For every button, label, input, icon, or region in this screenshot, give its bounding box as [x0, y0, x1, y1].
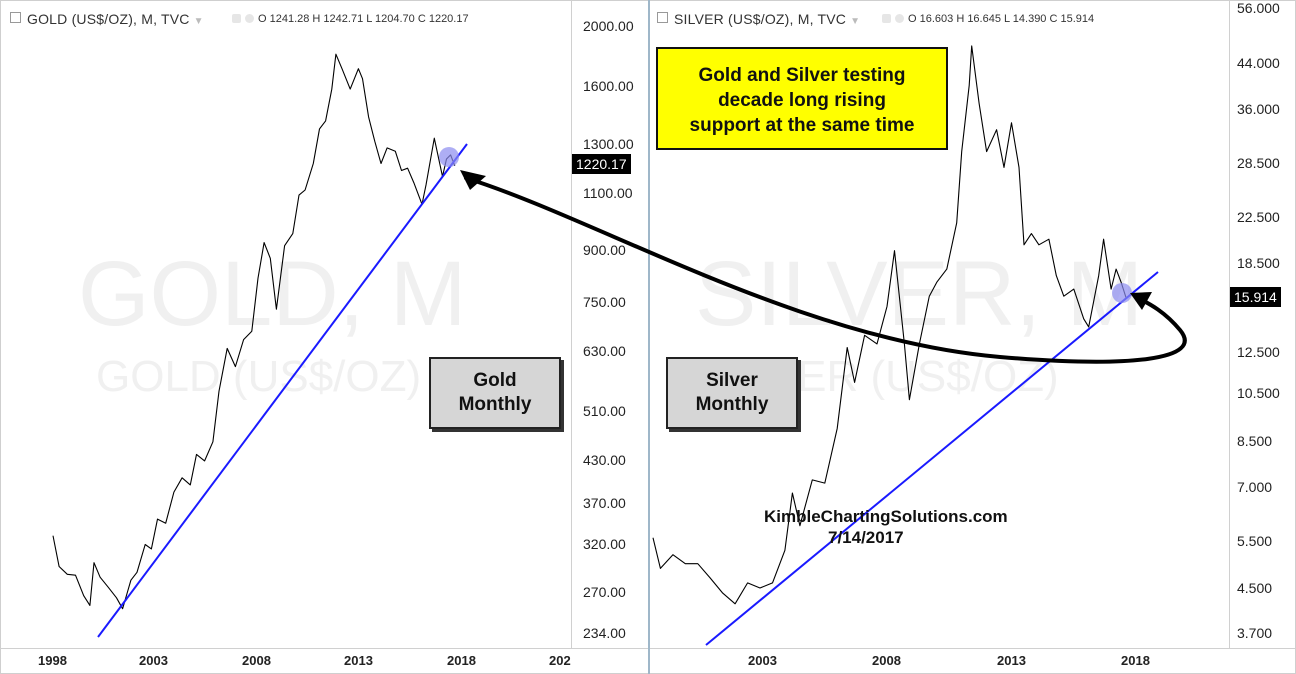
connecting-arrow-curve — [464, 176, 1187, 364]
visibility-icon[interactable] — [245, 14, 254, 23]
gold-support-trendline — [97, 143, 468, 638]
silver-label-line1: Silver — [706, 370, 758, 391]
settings-icon[interactable] — [882, 14, 891, 23]
gold-symbol-title: GOLD (US$/OZ), M, TVC — [27, 11, 190, 27]
panel-divider[interactable] — [648, 0, 650, 674]
annotation-line2: decade long rising — [718, 90, 886, 111]
gold-y-tick: 270.00 — [583, 584, 626, 600]
silver-support-trendline — [705, 271, 1159, 646]
gold-price-series — [52, 53, 456, 610]
silver-y-tick: 10.500 — [1237, 385, 1280, 401]
gold-label-line1: Gold — [473, 370, 517, 391]
gold-watermark-symbol: GOLD, M — [78, 243, 467, 345]
gold-y-tick: 370.00 — [583, 495, 626, 511]
silver-x-tick: 2013 — [997, 653, 1026, 668]
silver-y-tick: 56.000 — [1237, 0, 1280, 16]
gold-x-tick: 2013 — [344, 653, 373, 668]
gold-x-tick: 2008 — [242, 653, 271, 668]
gold-y-tick: 320.00 — [583, 536, 626, 552]
silver-x-tick: 2008 — [872, 653, 901, 668]
gold-x-tick: 1998 — [38, 653, 67, 668]
gold-ohlc-readout: O 1241.28 H 1242.71 L 1204.70 C 1220.17 — [232, 13, 469, 25]
gold-watermark-name: GOLD (US$/OZ) — [96, 352, 422, 401]
silver-y-tick: 22.500 — [1237, 209, 1280, 225]
silver-y-tick: 36.000 — [1237, 101, 1280, 117]
gold-last-price-badge: 1220.17 — [572, 154, 631, 174]
gold-y-tick: 2000.00 — [583, 18, 634, 34]
gold-x-tick: 2018 — [447, 653, 476, 668]
annotation-line1: Gold and Silver testing — [698, 65, 906, 86]
silver-ohlc-readout: O 16.603 H 16.645 L 14.390 C 15.914 — [882, 13, 1094, 25]
silver-y-tick: 7.000 — [1237, 479, 1273, 495]
gold-monthly-label: Gold Monthly — [429, 357, 561, 429]
silver-y-tick: 18.500 — [1237, 255, 1280, 271]
silver-y-tick: 8.500 — [1237, 433, 1273, 449]
silver-y-tick: 3.700 — [1237, 625, 1273, 641]
silver-y-tick: 44.000 — [1237, 55, 1280, 71]
dropdown-icon[interactable]: ▼ — [193, 16, 204, 27]
silver-price-axis-line — [1229, 0, 1230, 648]
silver-symbol-title: SILVER (US$/OZ), M, TVC — [674, 11, 847, 27]
gold-y-tick: 430.00 — [583, 452, 626, 468]
visibility-icon[interactable] — [895, 14, 904, 23]
credit-website: KimbleChartingSolutions.com — [764, 507, 1008, 526]
silver-label-line2: Monthly — [695, 394, 769, 415]
silver-y-tick: 5.500 — [1237, 533, 1273, 549]
dropdown-icon[interactable]: ▼ — [850, 16, 861, 27]
silver-test-highlight — [1112, 283, 1132, 303]
silver-x-tick: 2003 — [748, 653, 777, 668]
gold-y-tick: 1100.00 — [583, 185, 633, 201]
gold-price-axis-line — [571, 0, 572, 648]
silver-monthly-label: Silver Monthly — [666, 357, 798, 429]
gold-ohlc-values: O 1241.28 H 1242.71 L 1204.70 C 1220.17 — [258, 13, 469, 25]
gold-y-tick: 234.00 — [583, 625, 626, 641]
arrow-head-gold — [460, 170, 486, 190]
silver-symbol-header[interactable]: SILVER (US$/OZ), M, TVC ▼ — [657, 11, 860, 27]
gold-y-tick: 510.00 — [583, 403, 626, 419]
gold-y-tick: 750.00 — [583, 294, 626, 310]
gold-test-highlight — [439, 147, 459, 167]
gold-y-tick: 900.00 — [583, 242, 626, 258]
silver-y-tick: 12.500 — [1237, 344, 1280, 360]
silver-y-tick: 4.500 — [1237, 580, 1273, 596]
settings-icon[interactable] — [232, 14, 241, 23]
annotation-line3: support at the same time — [689, 115, 915, 136]
collapse-icon[interactable] — [657, 12, 668, 23]
gold-x-tick: 2003 — [139, 653, 168, 668]
arrow-head-silver — [1130, 292, 1152, 310]
gold-label-line2: Monthly — [458, 394, 532, 415]
gold-x-tick: 202 — [549, 653, 571, 668]
silver-y-tick: 28.500 — [1237, 155, 1280, 171]
silver-ohlc-values: O 16.603 H 16.645 L 14.390 C 15.914 — [908, 13, 1095, 25]
silver-x-tick: 2018 — [1121, 653, 1150, 668]
gold-y-tick: 630.00 — [583, 343, 626, 359]
gold-time-axis-line — [0, 648, 648, 649]
silver-price-series — [652, 45, 1127, 605]
gold-symbol-header[interactable]: GOLD (US$/OZ), M, TVC ▼ — [10, 11, 204, 27]
credit-date: 7/14/2017 — [828, 528, 904, 547]
silver-watermark-symbol: SILVER, M — [695, 243, 1144, 345]
silver-last-price-badge: 15.914 — [1230, 287, 1281, 307]
gold-y-tick: 1300.00 — [583, 136, 634, 152]
support-annotation-note: Gold and Silver testing decade long risi… — [656, 47, 948, 150]
silver-time-axis-line — [650, 648, 1296, 649]
gold-y-tick: 1600.00 — [583, 78, 634, 94]
collapse-icon[interactable] — [10, 12, 21, 23]
